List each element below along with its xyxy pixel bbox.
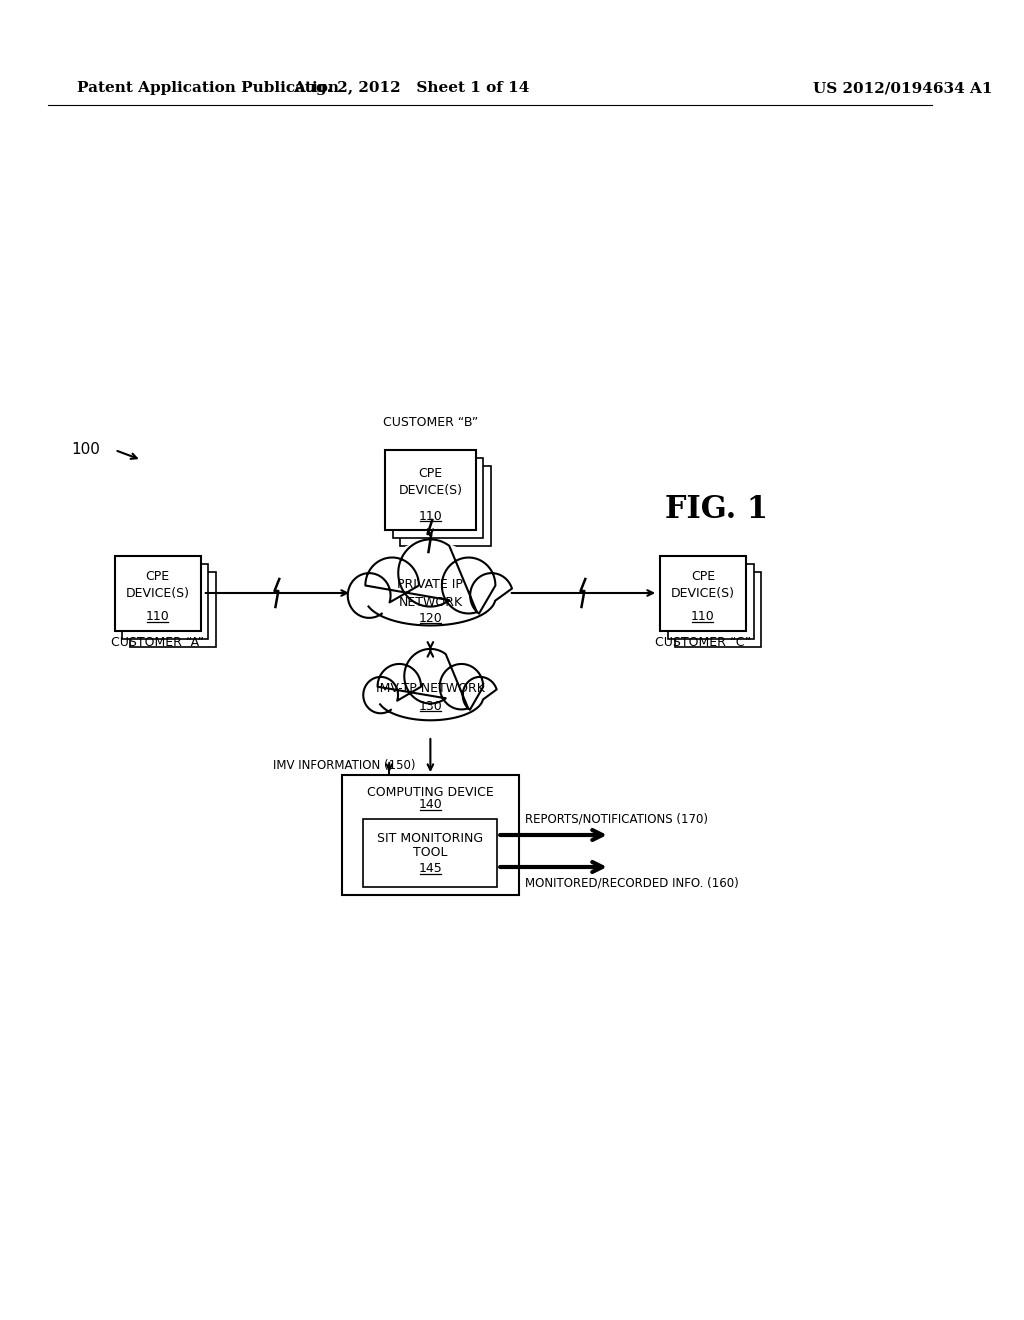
Ellipse shape [378,675,483,721]
Circle shape [439,664,483,709]
Text: 110: 110 [691,610,715,623]
Text: CPE
DEVICE(S): CPE DEVICE(S) [398,467,463,498]
Text: IMV-TP NETWORK: IMV-TP NETWORK [376,681,484,694]
FancyBboxPatch shape [342,775,519,895]
FancyBboxPatch shape [668,564,754,639]
Text: Aug. 2, 2012   Sheet 1 of 14: Aug. 2, 2012 Sheet 1 of 14 [293,81,529,95]
Text: 120: 120 [419,611,442,624]
Ellipse shape [366,570,496,626]
FancyBboxPatch shape [130,572,216,647]
Text: 100: 100 [72,442,100,458]
Text: NETWORK: NETWORK [398,595,463,609]
FancyBboxPatch shape [659,556,746,631]
Text: 110: 110 [419,510,442,523]
FancyBboxPatch shape [115,556,201,631]
Text: FIG. 1: FIG. 1 [665,495,768,525]
Circle shape [366,557,419,614]
Circle shape [404,649,457,704]
Text: 145: 145 [419,862,442,875]
Text: CUSTOMER “B”: CUSTOMER “B” [383,416,478,429]
Circle shape [384,651,477,748]
Text: CPE
DEVICE(S): CPE DEVICE(S) [671,570,735,601]
Circle shape [441,557,496,614]
FancyBboxPatch shape [392,458,483,539]
FancyBboxPatch shape [123,564,209,639]
Text: 110: 110 [146,610,170,623]
Text: CUSTOMER “A”: CUSTOMER “A” [112,636,205,649]
Circle shape [463,677,498,713]
FancyBboxPatch shape [385,450,476,531]
Circle shape [373,540,487,660]
Text: MONITORED/RECORDED INFO. (160): MONITORED/RECORDED INFO. (160) [524,876,738,890]
Text: CPE
DEVICE(S): CPE DEVICE(S) [126,570,189,601]
Circle shape [348,573,390,618]
Text: CUSTOMER “C”: CUSTOMER “C” [655,636,751,649]
FancyBboxPatch shape [364,818,498,887]
Text: REPORTS/NOTIFICATIONS (170): REPORTS/NOTIFICATIONS (170) [524,813,708,825]
Text: IMV INFORMATION (150): IMV INFORMATION (150) [272,759,415,771]
Circle shape [364,677,398,713]
Text: TOOL: TOOL [413,846,447,859]
Text: 140: 140 [419,799,442,812]
Text: US 2012/0194634 A1: US 2012/0194634 A1 [813,81,992,95]
Text: PRIVATE IP: PRIVATE IP [397,578,463,591]
Text: COMPUTING DEVICE: COMPUTING DEVICE [367,787,494,800]
Text: 130: 130 [419,700,442,713]
Circle shape [378,664,421,709]
Circle shape [398,540,463,607]
FancyBboxPatch shape [400,466,492,546]
FancyBboxPatch shape [675,572,761,647]
Circle shape [470,573,513,618]
Text: Patent Application Publication: Patent Application Publication [77,81,339,95]
Text: SIT MONITORING: SIT MONITORING [377,833,483,846]
